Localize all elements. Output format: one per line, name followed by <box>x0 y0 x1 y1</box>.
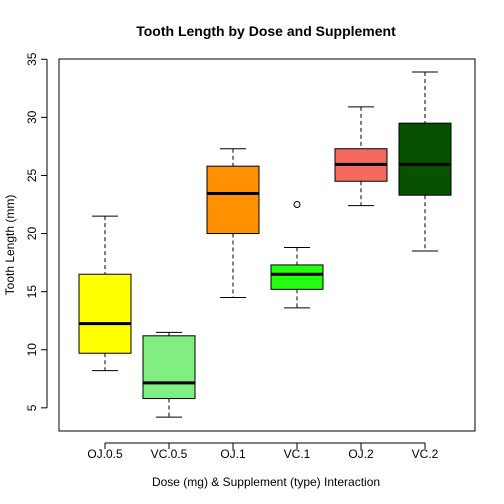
plot-frame <box>58 58 476 432</box>
y-tick-label: 25 <box>25 168 39 182</box>
y-axis-label: Tooth Length (mm) <box>3 195 17 296</box>
x-axis-label: Dose (mg) & Supplement (type) Interactio… <box>152 475 380 489</box>
y-tick-label: 15 <box>25 285 39 299</box>
box-OJ.2 <box>334 106 388 207</box>
y-tick-label: 20 <box>25 227 39 241</box>
box-VC.0.5 <box>142 331 196 418</box>
y-tick-label: 10 <box>25 343 39 357</box>
y-tick-label: 30 <box>25 110 39 124</box>
box-body <box>142 335 196 400</box>
y-tick-label: 35 <box>25 52 39 66</box>
y-tick-label: 5 <box>25 404 39 411</box>
x-tick-label: OJ.0.5 <box>87 447 123 461</box>
box-body <box>206 165 260 235</box>
box-body <box>398 122 452 196</box>
chart-title: Tooth Length by Dose and Supplement <box>136 23 396 39</box>
y-axis: 5 10 15 20 25 30 35 <box>25 52 48 411</box>
x-tick-label: OJ.2 <box>348 447 374 461</box>
box-OJ.0.5 <box>78 215 132 372</box>
x-axis: OJ.0.5 VC.0.5 OJ.1 VC.1 OJ.2 VC.2 <box>87 442 439 461</box>
box-body <box>270 264 324 290</box>
x-tick-label: VC.0.5 <box>151 447 188 461</box>
box-body <box>78 273 132 354</box>
x-tick-label: OJ.1 <box>220 447 246 461</box>
box-VC.2 <box>398 71 452 252</box>
outlier-point <box>293 201 301 208</box>
box-OJ.1 <box>206 148 260 298</box>
boxes-layer <box>78 71 452 418</box>
box-VC.1 <box>270 201 324 309</box>
x-tick-label: VC.2 <box>412 447 439 461</box>
x-tick-label: VC.1 <box>284 447 311 461</box>
